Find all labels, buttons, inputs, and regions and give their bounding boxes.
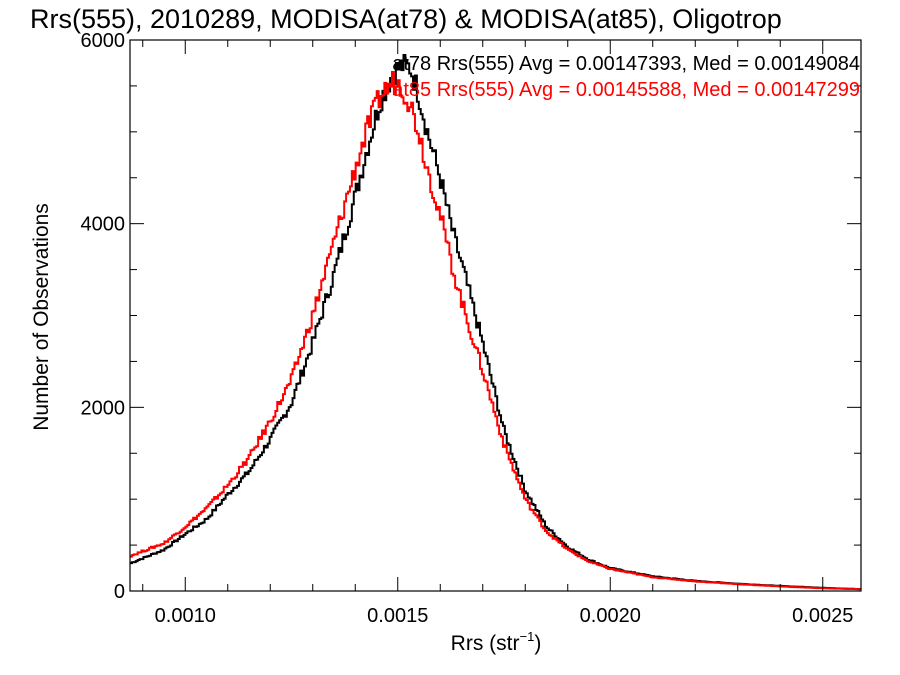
legend: at78 Rrs(555) Avg = 0.00147393, Med = 0.… <box>392 53 860 101</box>
x-tick-label: 0.0025 <box>792 605 853 627</box>
legend-at85-stats: at85 Rrs(555) Avg = 0.00145588, Med = 0.… <box>392 79 860 101</box>
y-tick-label: 6000 <box>81 30 126 52</box>
x-tick-label: 0.0010 <box>155 605 216 627</box>
x-axis-label-end: ) <box>534 632 541 655</box>
y-tick-label: 4000 <box>81 214 126 236</box>
x-axis-label-superscript: −1 <box>520 629 535 644</box>
y-axis-label: Number of Observations <box>30 203 53 431</box>
series-at85-line <box>130 71 862 591</box>
plot-frame <box>129 39 862 592</box>
x-axis-label: Rrs (str−1) <box>451 629 542 655</box>
x-tick-label: 0.0015 <box>367 605 428 627</box>
plot-area <box>130 53 862 591</box>
y-tick-label: 2000 <box>81 397 126 419</box>
series-at78-line <box>130 53 862 591</box>
x-axis-label-main: Rrs (str <box>451 632 520 655</box>
legend-at78-stats: at78 Rrs(555) Avg = 0.00147393, Med = 0.… <box>392 53 860 75</box>
axes: 0.0010 0.0015 0.0020 0.0025 0 2000 4000 6000 <box>81 30 862 627</box>
y-tick-label: 0 <box>114 581 125 603</box>
x-tick-label: 0.0020 <box>580 605 641 627</box>
chart-title: Rrs(555), 2010289, MODISA(at78) & MODISA… <box>30 4 782 34</box>
